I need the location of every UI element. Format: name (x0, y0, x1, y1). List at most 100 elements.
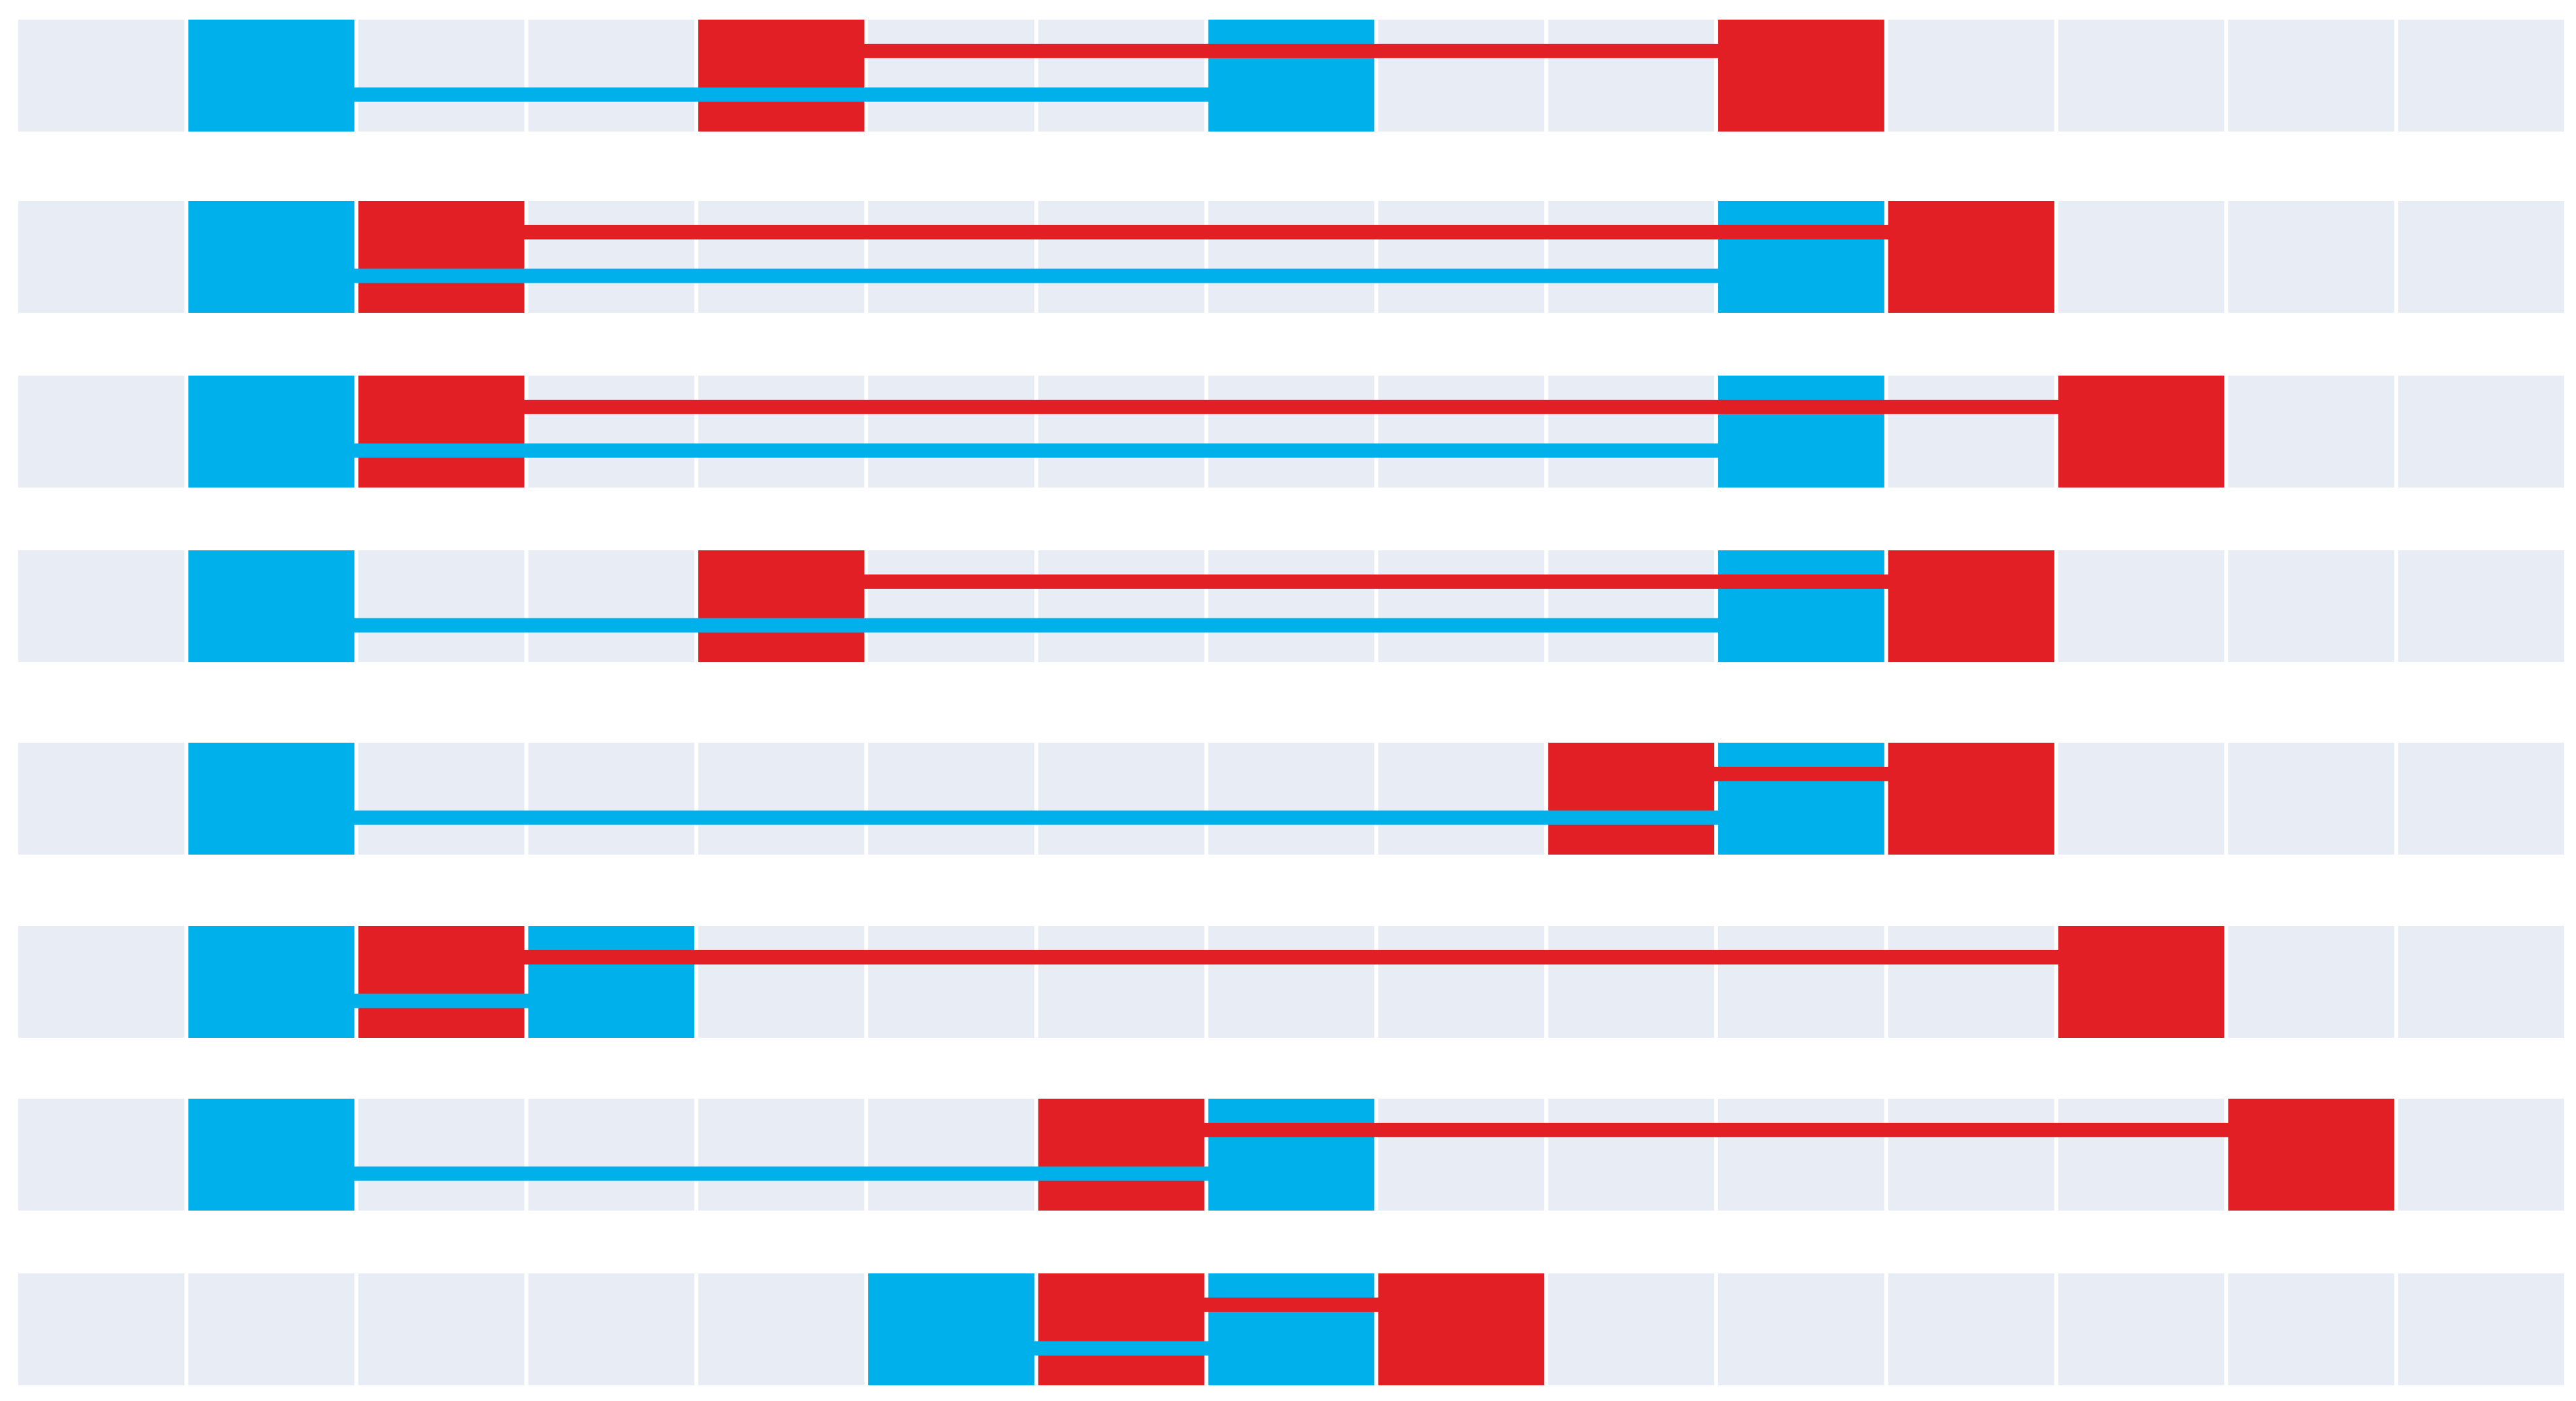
grid-cell (1548, 926, 1714, 1038)
range-end-box (1038, 1273, 1205, 1385)
grid-cell (1548, 20, 1714, 132)
range-end-box (698, 550, 864, 662)
grid-cell (1378, 20, 1545, 132)
grid-cell (1548, 1099, 1714, 1211)
grid-cell (528, 201, 695, 313)
grid-cell (1208, 743, 1375, 855)
grid-cell (698, 1099, 864, 1211)
grid-cell (868, 926, 1034, 1038)
grid-cell (2398, 550, 2564, 662)
range-connector (1202, 1297, 1381, 1312)
grid-cell (2058, 550, 2225, 662)
range-end-box (188, 550, 355, 662)
range-connector (352, 810, 1720, 825)
grid-cell (698, 201, 864, 313)
grid-cell (18, 1273, 185, 1385)
grid-cell (358, 20, 525, 132)
grid-cell (868, 743, 1034, 855)
range-end-box (1718, 376, 1884, 488)
range-connector (352, 1166, 1210, 1181)
range-connector (1202, 1122, 2231, 1137)
range-end-box (2058, 926, 2225, 1038)
grid-cell (358, 743, 525, 855)
range-end-box (188, 201, 355, 313)
grid-cell (1208, 550, 1375, 662)
range-connector (1032, 1341, 1210, 1356)
grid-cell (2398, 201, 2564, 313)
grid-cell (1548, 550, 1714, 662)
grid-cell (358, 1273, 525, 1385)
range-connector (352, 268, 1720, 283)
grid-cell (358, 1099, 525, 1211)
grid-cell (18, 1099, 185, 1211)
grid-cell (2398, 1273, 2564, 1385)
grid-cell (18, 743, 185, 855)
grid-cell (188, 1273, 355, 1385)
grid-cell (2228, 376, 2395, 488)
range-end-box (698, 20, 864, 132)
grid-cell (868, 1099, 1034, 1211)
grid-cell (528, 743, 695, 855)
range-end-box (358, 926, 525, 1038)
grid-cell (1208, 926, 1375, 1038)
range-end-box (1888, 201, 2055, 313)
grid-cell (2228, 550, 2395, 662)
range-end-box (188, 20, 355, 132)
range-end-box (1718, 20, 1884, 132)
grid-cell (2398, 376, 2564, 488)
grid-cell (528, 376, 695, 488)
range-connector (1712, 766, 1890, 781)
grid-cell (2058, 743, 2225, 855)
range-end-box (188, 1099, 355, 1211)
grid-cell (2228, 201, 2395, 313)
grid-cell (1548, 201, 1714, 313)
range-end-box (1208, 1273, 1375, 1385)
grid-cell (358, 550, 525, 662)
grid-cell (2398, 20, 2564, 132)
grid-cell (1888, 926, 2055, 1038)
grid-cell (18, 376, 185, 488)
grid-cell (868, 20, 1034, 132)
grid-cell (1718, 1099, 1884, 1211)
range-end-box (1548, 743, 1714, 855)
grid-cell (2398, 743, 2564, 855)
range-end-box (1208, 20, 1375, 132)
range-end-box (868, 1273, 1034, 1385)
grid-cell (1208, 201, 1375, 313)
grid-cell (2228, 926, 2395, 1038)
grid-cell (698, 1273, 864, 1385)
grid-cell (1888, 1099, 2055, 1211)
grid-cell (528, 1099, 695, 1211)
grid-cell (1718, 1273, 1884, 1385)
grid-cell (1038, 201, 1205, 313)
grid-cell (2228, 20, 2395, 132)
range-connector (862, 43, 1720, 58)
grid-cell (1038, 20, 1205, 132)
range-end-box (528, 926, 695, 1038)
grid-cell (1038, 926, 1205, 1038)
range-end-box (188, 926, 355, 1038)
range-end-box (188, 743, 355, 855)
grid-cell (868, 376, 1034, 488)
grid-cell (18, 201, 185, 313)
range-connector (862, 574, 1890, 589)
grid-cell (698, 376, 864, 488)
grid-cell (1718, 926, 1884, 1038)
grid-cell (1378, 743, 1545, 855)
grid-cell (868, 550, 1034, 662)
grid-cell (1378, 1099, 1545, 1211)
grid-cell (1888, 1273, 2055, 1385)
grid-cell (528, 20, 695, 132)
grid-cell (18, 20, 185, 132)
grid-cell (1038, 743, 1205, 855)
range-end-box (188, 376, 355, 488)
range-end-box (2228, 1099, 2395, 1211)
range-connector (352, 87, 1210, 102)
range-end-box (1208, 1099, 1375, 1211)
range-end-box (1718, 743, 1884, 855)
range-end-box (1718, 201, 1884, 313)
range-end-box (1378, 1273, 1545, 1385)
range-end-box (358, 201, 525, 313)
